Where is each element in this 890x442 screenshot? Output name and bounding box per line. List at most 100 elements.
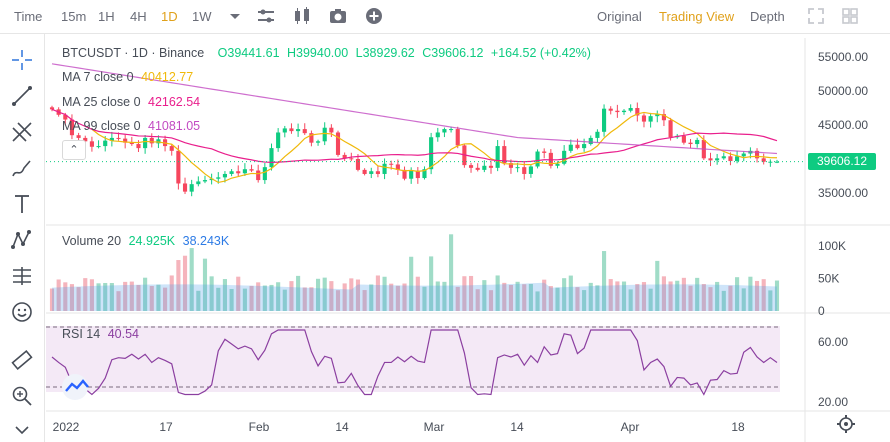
candle: [455, 129, 460, 146]
volume-bar: [342, 283, 347, 311]
volume-bar: [568, 275, 573, 311]
gear-icon[interactable]: [836, 414, 856, 434]
volume-bar: [621, 281, 627, 311]
volume-bar: [735, 277, 740, 311]
tradingview-logo-icon: [62, 374, 89, 400]
candle: [422, 169, 427, 179]
candle: [116, 137, 121, 139]
volume-bar: [315, 278, 321, 311]
volume-ma-value: 38.243K: [182, 234, 230, 248]
volume-bar: [422, 286, 427, 311]
candle: [555, 163, 560, 166]
volume-bar: [661, 276, 666, 311]
candle: [355, 159, 361, 170]
candle: [409, 170, 414, 179]
volume-bar: [635, 284, 640, 311]
candle: [369, 171, 374, 174]
candle: [435, 132, 440, 138]
volume-bar: [608, 279, 613, 311]
volume-bar: [602, 251, 607, 311]
ruler-icon[interactable]: [10, 348, 34, 372]
settings-sliders-icon[interactable]: [256, 6, 276, 26]
volume-bar: [655, 260, 660, 311]
crosshair-icon[interactable]: [10, 48, 34, 72]
candle: [322, 127, 327, 142]
view-trading-view[interactable]: Trading View: [659, 9, 735, 24]
volume-bar: [449, 234, 454, 311]
chevron-down-icon[interactable]: [225, 6, 245, 26]
volume-bar: [754, 280, 760, 311]
candle: [156, 139, 161, 144]
volume-bar: [741, 288, 746, 311]
view-original[interactable]: Original: [597, 9, 642, 24]
zoom-in-icon[interactable]: [10, 384, 34, 408]
candle: [721, 156, 726, 159]
volume-bar: [169, 275, 174, 311]
ma7-value: 40412.77: [141, 70, 194, 84]
candle-type-icon[interactable]: [292, 6, 312, 26]
text-icon[interactable]: [10, 192, 34, 216]
layout-grid-icon[interactable]: [840, 6, 860, 26]
volume-bar: [395, 285, 400, 311]
volume-bar: [129, 281, 134, 311]
candle: [582, 144, 587, 149]
view-depth[interactable]: Depth: [750, 9, 785, 24]
volume-bar: [209, 276, 214, 311]
open-value: O39441.61: [217, 46, 280, 60]
candle: [655, 114, 660, 117]
emoji-icon[interactable]: [10, 300, 34, 324]
volume-bar: [222, 279, 227, 311]
volume-bar: [83, 278, 88, 311]
candle: [595, 131, 600, 138]
volume-bar: [535, 291, 540, 311]
rsi-label: RSI 14: [62, 327, 101, 341]
measure-icon[interactable]: [10, 264, 34, 288]
volume-bar: [628, 289, 633, 311]
candle: [615, 110, 620, 113]
pattern-icon[interactable]: [10, 228, 34, 252]
candle: [774, 161, 780, 163]
candle: [735, 156, 740, 162]
price-tick-label: 50000.00: [818, 84, 868, 98]
candle: [575, 144, 580, 149]
interval-15m[interactable]: 15m: [61, 9, 87, 24]
time-button[interactable]: Time: [14, 9, 43, 24]
top-toolbar: Time 15m 1H 4H 1D 1W Original Trading Vi…: [0, 0, 890, 34]
candle: [621, 110, 627, 113]
candle: [256, 170, 261, 181]
interval-1d[interactable]: 1D: [161, 9, 178, 24]
volume-bar: [429, 256, 434, 311]
volume-bar: [495, 275, 500, 311]
candle: [189, 184, 194, 192]
rsi-value: 40.54: [107, 327, 139, 341]
interval-1w[interactable]: 1W: [192, 9, 212, 24]
volume-bar: [163, 287, 168, 311]
volume-bar: [269, 284, 274, 311]
fullscreen-icon[interactable]: [806, 6, 826, 26]
volume-bar: [555, 287, 560, 311]
candle: [754, 150, 760, 159]
candle: [302, 129, 307, 134]
candle: [708, 158, 713, 161]
candle: [728, 156, 733, 162]
candle: [375, 171, 380, 174]
brush-icon[interactable]: [10, 156, 34, 180]
candle: [269, 148, 274, 168]
trendline-icon[interactable]: [10, 84, 34, 108]
interval-1h[interactable]: 1H: [98, 9, 115, 24]
ma99-legend: MA 99 close 0 41081.05: [62, 119, 200, 133]
candle: [635, 108, 640, 116]
rsi-tick-label: 20.00: [818, 395, 848, 409]
candle: [502, 146, 507, 164]
fib-icon[interactable]: [10, 120, 34, 144]
chevron-down-icon[interactable]: [10, 418, 34, 442]
camera-icon[interactable]: [328, 6, 348, 26]
interval-4h[interactable]: 4H: [130, 9, 147, 24]
ma99-line: [51, 63, 778, 155]
volume-bar: [156, 284, 161, 311]
collapse-legend-button[interactable]: ⌃: [62, 140, 86, 160]
add-indicator-icon[interactable]: [364, 6, 384, 26]
candle: [289, 128, 294, 132]
ma25-line: [51, 108, 778, 163]
